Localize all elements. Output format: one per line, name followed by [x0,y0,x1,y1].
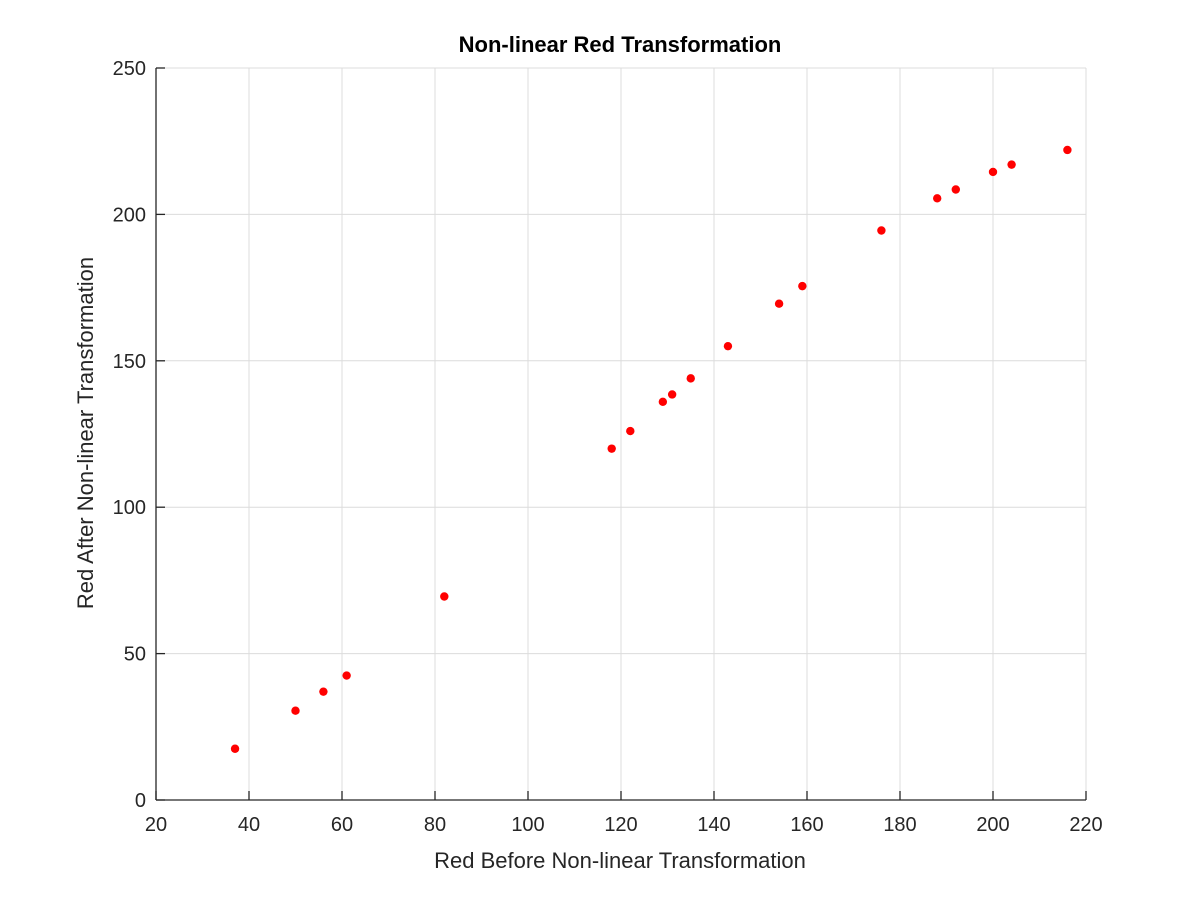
data-point [877,226,886,235]
y-tick-label: 250 [113,58,146,80]
y-tick-label: 50 [124,644,146,666]
grid [156,67,1087,800]
x-tick-label: 120 [604,814,637,836]
data-point [1007,160,1016,169]
x-tick-label: 20 [145,814,167,836]
axes [155,67,1087,801]
x-tick-label: 140 [697,814,730,836]
x-tick-label: 160 [790,814,823,836]
x-tick-label: 80 [424,814,446,836]
y-axis-label: Red After Non-linear Transformation [73,257,98,609]
data-points [230,145,1072,753]
y-tick-label: 0 [135,790,146,812]
tick-labels: 20 40 60 80 100 120 140 160 180 200 220 0 50 100 150 20… [113,58,1103,836]
x-axis-label: Red Before Non-linear Transformation [434,848,806,873]
x-tick-label: 40 [238,814,260,836]
y-tick-label: 150 [113,351,146,373]
data-point [440,592,449,601]
data-point [230,744,240,753]
data-point [319,687,328,696]
data-point [686,374,695,383]
x-tick-label: 60 [331,814,353,836]
chart-title: Non-linear Red Transformation [459,32,782,57]
data-point [1063,145,1072,155]
data-point [723,341,733,351]
data-point [658,397,668,406]
data-point [951,185,960,194]
data-point [667,390,677,399]
x-tick-label: 220 [1069,814,1102,836]
y-tick-label: 100 [113,497,146,519]
y-tick-label: 200 [113,204,146,226]
x-tick-label: 100 [511,814,544,836]
data-point [291,706,300,715]
x-tick-label: 180 [883,814,916,836]
data-point [626,426,635,436]
x-tick-label: 200 [976,814,1009,836]
data-point [988,167,998,177]
data-point [933,194,942,203]
data-point [342,671,351,680]
data-point [798,281,807,291]
data-point [774,299,784,308]
data-point [607,444,616,453]
